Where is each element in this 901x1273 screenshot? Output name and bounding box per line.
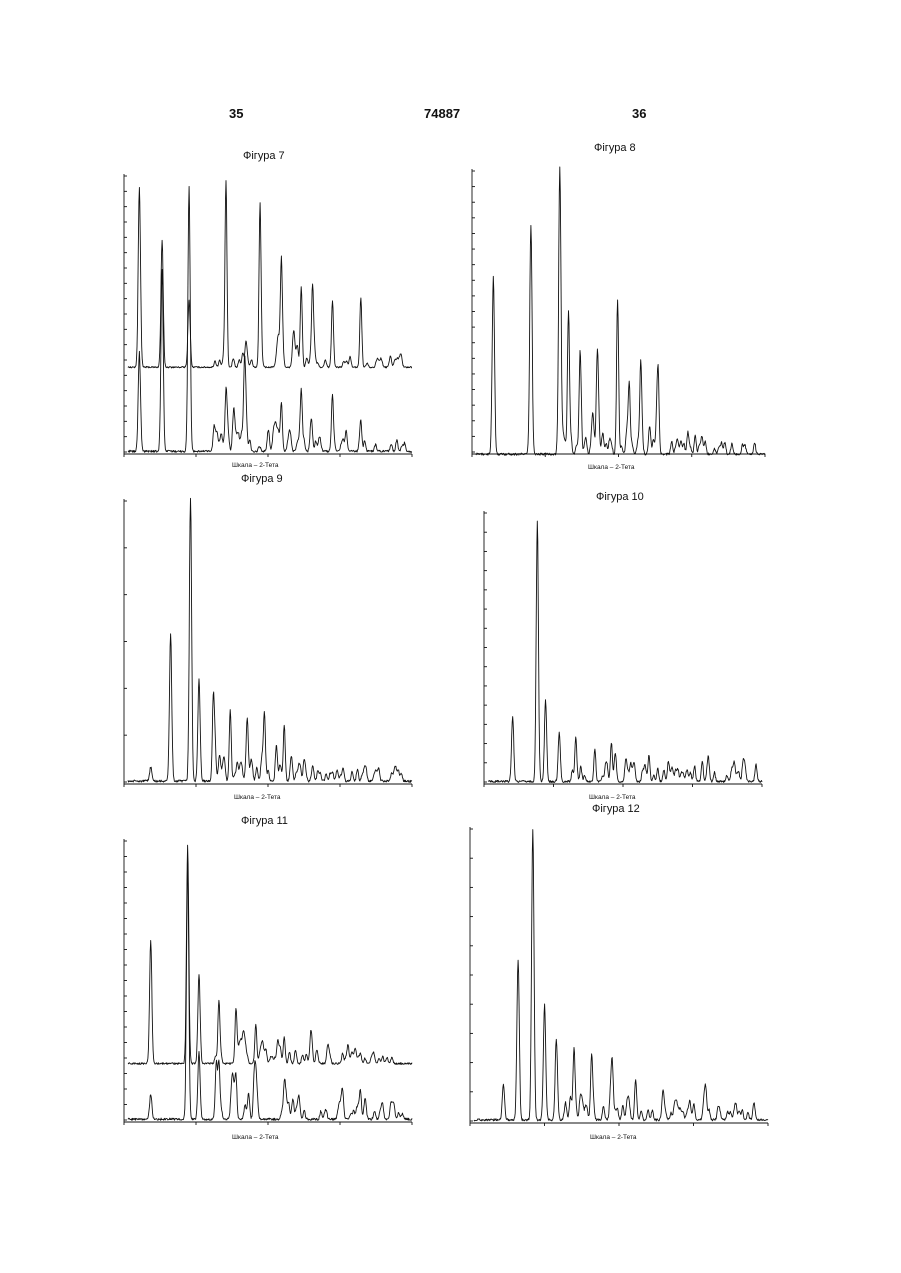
figure-7-title: Фігура 7 <box>243 150 285 162</box>
page-number-right: 36 <box>632 106 646 121</box>
diffraction-trace-2 <box>128 863 412 1120</box>
figure-12-title: Фігура 12 <box>592 803 640 815</box>
figure-10-title: Фігура 10 <box>596 491 644 503</box>
figure-11-chart <box>116 835 416 1128</box>
figure-8-title: Фігура 8 <box>594 142 636 154</box>
figure-10-chart <box>476 507 766 790</box>
patent-number: 74887 <box>424 106 460 121</box>
figure-12-xlabel: Шкала – 2-Тета <box>590 1134 637 1141</box>
diffraction-trace-1 <box>128 498 412 782</box>
figure-8-xlabel: Шкала – 2-Тета <box>588 464 635 471</box>
diffraction-trace-1 <box>128 845 412 1064</box>
diffraction-trace-1 <box>128 181 412 368</box>
figure-10-xlabel: Шкала – 2-Тета <box>589 794 636 801</box>
figure-8-chart <box>464 165 769 460</box>
figure-9-chart <box>116 495 416 790</box>
figure-7-xlabel: Шкала – 2-Тета <box>232 462 279 469</box>
figure-12-chart <box>462 823 772 1129</box>
page-number-left: 35 <box>229 106 243 121</box>
diffraction-trace-2 <box>128 186 412 452</box>
figure-7-chart <box>116 170 416 460</box>
diffraction-trace-1 <box>474 830 768 1121</box>
figure-11-xlabel: Шкала – 2-Тета <box>232 1134 279 1141</box>
figure-11-title: Фігура 11 <box>241 815 288 827</box>
diffraction-trace-1 <box>488 521 762 783</box>
figure-9-xlabel: Шкала – 2-Тета <box>234 794 281 801</box>
diffraction-trace-1 <box>476 167 765 455</box>
figure-9-title: Фігура 9 <box>241 473 283 485</box>
